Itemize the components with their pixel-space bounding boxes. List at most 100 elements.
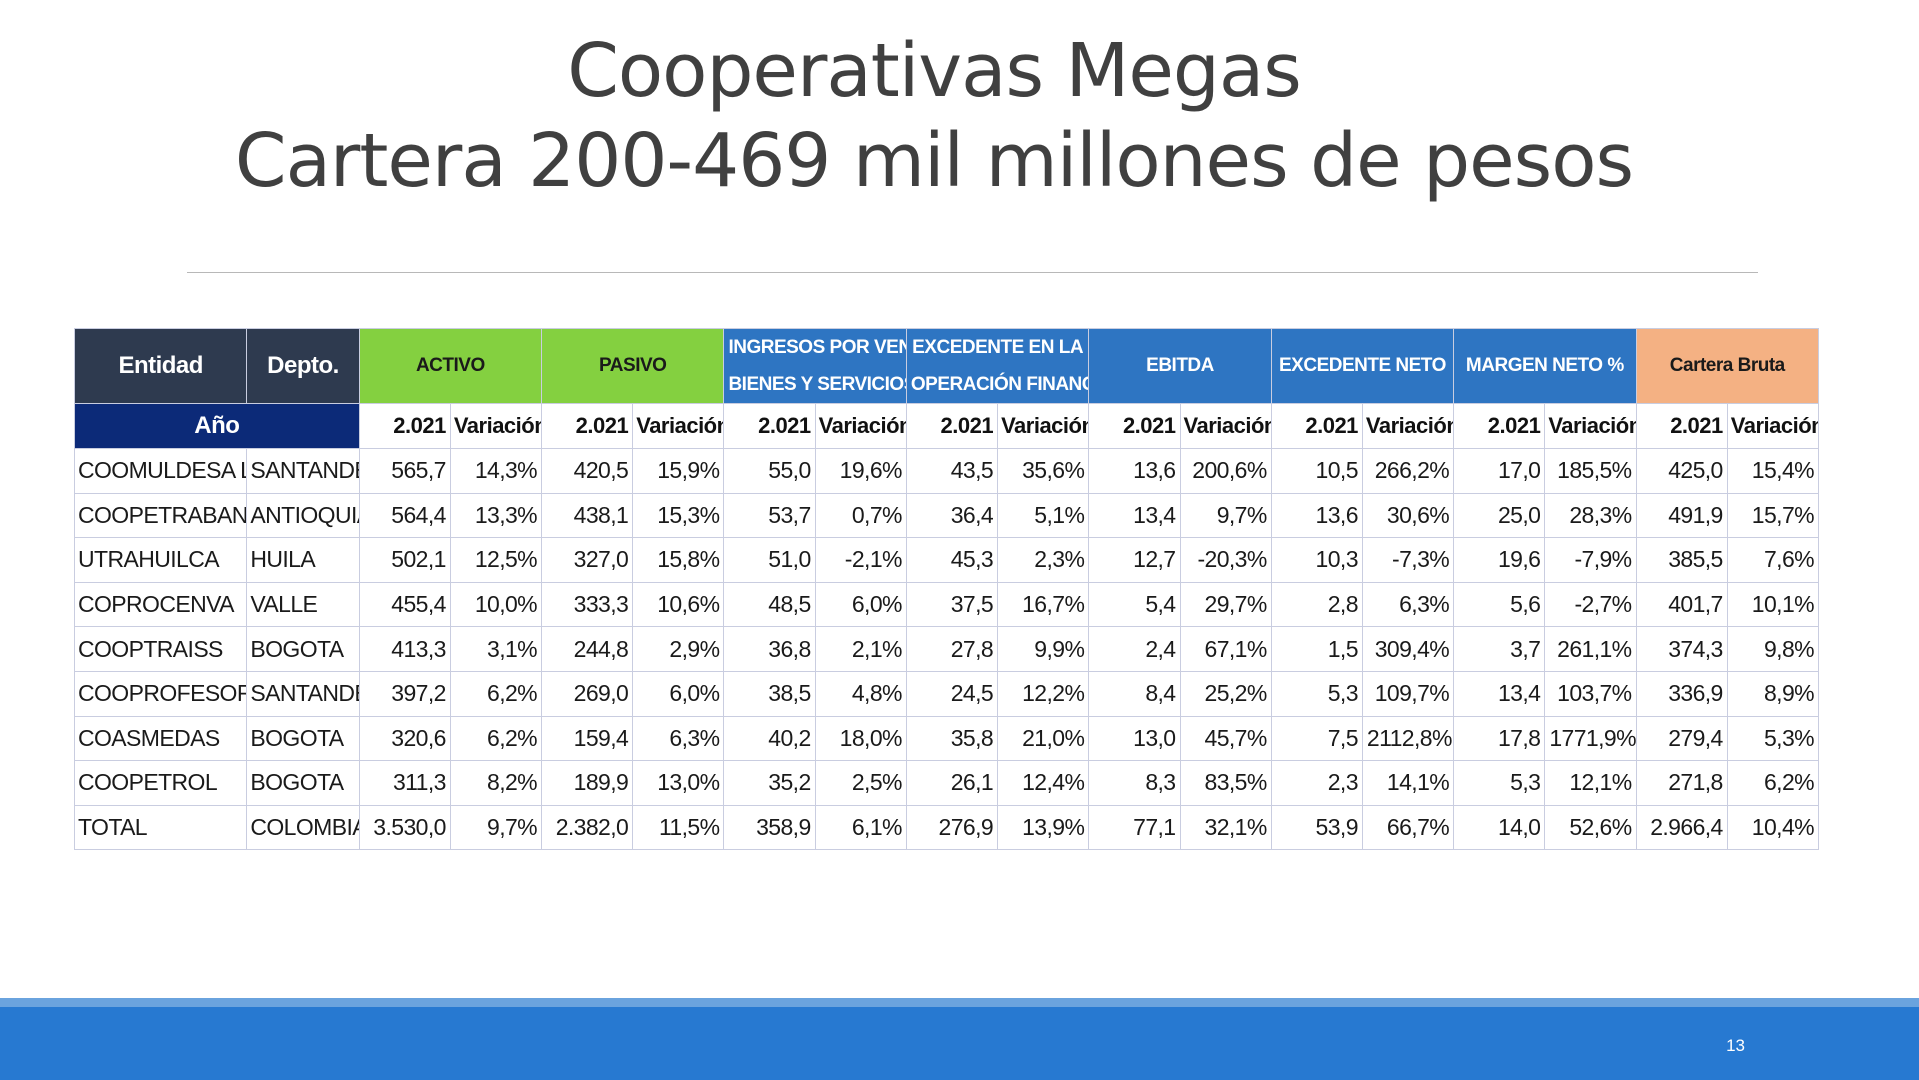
cell-variacion: 11,5% [632, 804, 725, 851]
cell-value: 8,3 [1088, 760, 1181, 806]
cell-variacion: 6,0% [632, 670, 725, 717]
cell-entidad: TOTAL [73, 804, 248, 851]
title-line-2: Cartera 200-469 mil millones de pesos [234, 118, 1634, 204]
cell-value: 48,5 [723, 581, 816, 628]
header-ingresos: INGRESOS POR VENTA DE BIENES Y SERVICIOS [723, 328, 907, 404]
cell-variacion: 1771,9% [1544, 715, 1637, 762]
cell-depto: BOGOTA [246, 715, 360, 762]
cell-variacion: 15,3% [632, 492, 725, 539]
cell-variacion: 67,1% [1179, 626, 1272, 672]
cell-value: 25,0 [1453, 492, 1546, 539]
cell-variacion: 2,5% [814, 760, 907, 806]
cell-value: 425,0 [1635, 448, 1728, 494]
cell-variacion: 29,7% [1179, 581, 1272, 628]
cell-value: 2.966,4 [1635, 804, 1728, 851]
cell-value: 12,7 [1088, 537, 1181, 583]
cell-variacion: 10,6% [632, 581, 725, 628]
table-row: COOPROFESORESSANTANDER397,26,2%269,06,0%… [73, 670, 1820, 717]
cell-value: 333,3 [541, 581, 634, 628]
cell-variacion: 9,7% [1179, 492, 1272, 539]
cell-value: 385,5 [1635, 537, 1728, 583]
cell-entidad: COOPETRABAN [73, 492, 248, 539]
cell-variacion: 15,4% [1726, 448, 1820, 494]
table-row: TOTAL COLOMBIA 3.530,0 9,7% 2.382,0 11,5% 358,… [73, 804, 1820, 851]
cell-value: 5,3 [1270, 670, 1363, 717]
subheader-variacion: Variación [632, 403, 725, 449]
cell-value: 2,3 [1270, 760, 1363, 806]
table-row: COOPETROL BOGOTA 311,3 8,2% 189,9 13,0% 35,2 2,… [73, 760, 1820, 806]
cell-variacion: 109,7% [1361, 670, 1455, 717]
cell-variacion: 14,3% [449, 448, 543, 494]
cell-value: 455,4 [358, 581, 451, 628]
page-number: 13 [1726, 1036, 1745, 1055]
cell-value: 3.530,0 [358, 804, 451, 851]
cell-value: 53,9 [1270, 804, 1363, 851]
header-row-categories: Entidad Depto. ACTIVO PASIVO INGRESOS PO… [73, 328, 1820, 404]
cell-value: 36,8 [723, 626, 816, 672]
header-excedente-operacion-line1: EXCEDENTE EN LA [912, 337, 1084, 358]
subheader-year: 2.021 [1270, 403, 1363, 449]
subheader-year: 2.021 [1453, 403, 1546, 449]
cell-value: 14,0 [1453, 804, 1546, 851]
cell-variacion: 9,8% [1726, 626, 1820, 672]
cell-value: 17,8 [1453, 715, 1546, 762]
financial-table: Entidad Depto. ACTIVO PASIVO INGRESOS PO… [73, 328, 1820, 851]
header-activo: ACTIVO [358, 328, 543, 404]
cell-value: 397,2 [358, 670, 451, 717]
cell-variacion: 16,7% [997, 581, 1090, 628]
cell-value: 19,6 [1453, 537, 1546, 583]
table-body: COOMULDESA LTDASANTANDER565,714,3%420,51… [73, 448, 1820, 851]
cell-variacion: 185,5% [1544, 448, 1637, 494]
cell-variacion: 6,3% [632, 715, 725, 762]
cell-value: 13,4 [1453, 670, 1546, 717]
cell-variacion: 12,5% [449, 537, 543, 583]
cell-variacion: -7,3% [1361, 537, 1455, 583]
cell-variacion: 2,3% [997, 537, 1090, 583]
cell-value: 37,5 [905, 581, 999, 628]
slide-title: Cooperativas Megas Cartera 200-469 mil m… [0, 26, 1868, 206]
cell-variacion: 3,1% [449, 626, 543, 672]
title-divider [187, 272, 1758, 273]
cell-value: 1,5 [1270, 626, 1363, 672]
cell-variacion: 200,6% [1179, 448, 1272, 494]
cell-variacion: 0,7% [814, 492, 907, 539]
cell-value: 13,6 [1270, 492, 1363, 539]
header-excedente-neto: EXCEDENTE NETO [1270, 328, 1455, 404]
cell-variacion: 6,2% [449, 670, 543, 717]
cell-variacion: 5,1% [997, 492, 1090, 539]
cell-variacion: 15,8% [632, 537, 725, 583]
cell-variacion: 8,2% [449, 760, 543, 806]
cell-variacion: 15,9% [632, 448, 725, 494]
subheader-year: 2.021 [358, 403, 451, 449]
cell-variacion: 8,9% [1726, 670, 1820, 717]
cell-entidad: COOPTRAISS [73, 626, 248, 672]
cell-variacion: -2,1% [814, 537, 907, 583]
cell-depto: BOGOTA [246, 760, 360, 806]
subheader-year: 2.021 [723, 403, 816, 449]
cell-variacion: 6,0% [814, 581, 907, 628]
cell-variacion: 2,9% [632, 626, 725, 672]
cell-variacion: 45,7% [1179, 715, 1272, 762]
subheader-variacion: Variación [1726, 403, 1820, 449]
cell-variacion: 6,3% [1361, 581, 1455, 628]
table-row: UTRAHUILCA HUILA 502,1 12,5% 327,0 15,8% 51,0-… [73, 537, 1820, 583]
cell-value: 51,0 [723, 537, 816, 583]
cell-variacion: 13,0% [632, 760, 725, 806]
header-ebitda: EBITDA [1088, 328, 1272, 404]
cell-variacion: 15,7% [1726, 492, 1820, 539]
cell-variacion: 52,6% [1544, 804, 1637, 851]
subheader-year: 2.021 [1088, 403, 1181, 449]
cell-variacion: -2,7% [1544, 581, 1637, 628]
cell-variacion: 6,1% [814, 804, 907, 851]
subheader-variacion: Variación [449, 403, 543, 449]
cell-value: 401,7 [1635, 581, 1728, 628]
header-ingresos-line1: INGRESOS POR VENTA DE [728, 337, 905, 358]
cell-value: 5,6 [1453, 581, 1546, 628]
cell-variacion: 9,7% [449, 804, 543, 851]
cell-value: 5,4 [1088, 581, 1181, 628]
subheader-variacion: Variación [997, 403, 1090, 449]
header-cartera-bruta: Cartera Bruta [1635, 328, 1820, 404]
cell-variacion: 66,7% [1361, 804, 1455, 851]
cell-depto: COLOMBIA [246, 804, 360, 851]
cell-entidad: COASMEDAS [73, 715, 248, 762]
